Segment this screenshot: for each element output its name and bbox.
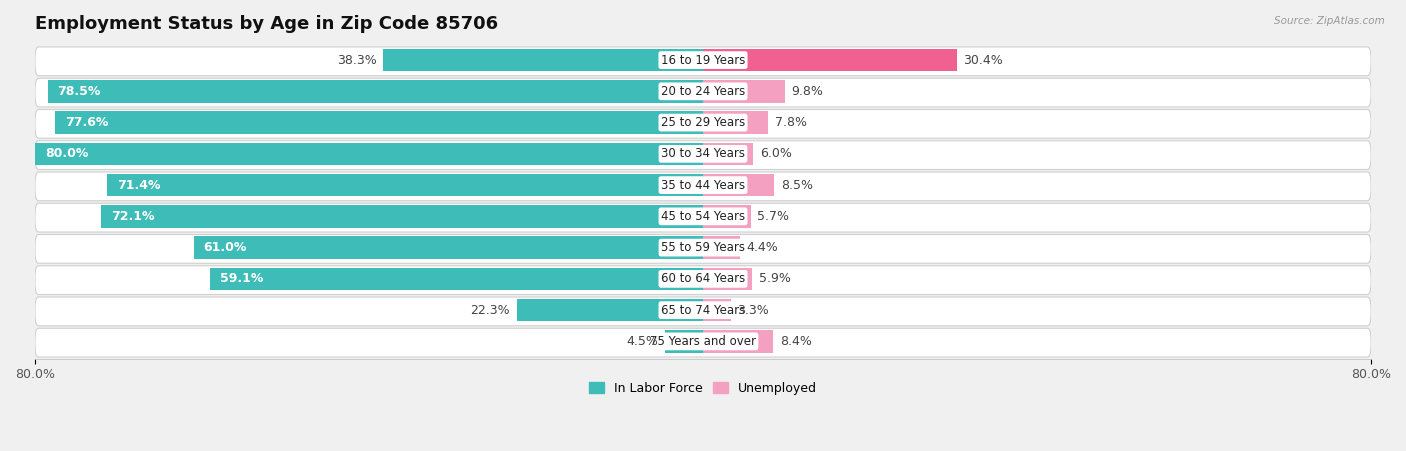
Bar [703,299,731,322]
Bar [703,267,752,290]
Text: 8.5%: 8.5% [780,179,813,192]
Text: 3.3%: 3.3% [737,304,769,317]
Text: 80.0%: 80.0% [45,147,89,161]
Text: 35 to 44 Years: 35 to 44 Years [661,179,745,192]
Text: 60 to 64 Years: 60 to 64 Years [661,272,745,285]
Text: Source: ZipAtlas.com: Source: ZipAtlas.com [1274,16,1385,26]
Bar [35,143,703,165]
Text: 71.4%: 71.4% [117,179,160,192]
FancyBboxPatch shape [35,110,1371,138]
Text: 59.1%: 59.1% [219,272,263,285]
Bar [517,299,703,322]
Text: 72.1%: 72.1% [111,210,155,223]
Legend: In Labor Force, Unemployed: In Labor Force, Unemployed [583,377,823,400]
Text: 5.7%: 5.7% [758,210,789,223]
Bar [703,49,957,71]
Bar [101,205,703,228]
Bar [665,330,703,353]
Bar [107,174,703,196]
Text: 38.3%: 38.3% [337,54,377,67]
Bar [703,111,768,134]
Bar [703,236,740,259]
Text: 5.9%: 5.9% [759,272,790,285]
Text: 4.5%: 4.5% [627,335,659,348]
FancyBboxPatch shape [35,172,1371,201]
Text: 65 to 74 Years: 65 to 74 Years [661,304,745,317]
Bar [703,174,773,196]
Text: 25 to 29 Years: 25 to 29 Years [661,116,745,129]
Bar [55,111,703,134]
Text: 8.4%: 8.4% [780,335,811,348]
Text: Employment Status by Age in Zip Code 85706: Employment Status by Age in Zip Code 857… [35,15,498,33]
Bar [703,330,773,353]
Bar [703,80,785,102]
FancyBboxPatch shape [35,78,1371,107]
Bar [384,49,703,71]
FancyBboxPatch shape [35,297,1371,326]
FancyBboxPatch shape [35,203,1371,232]
Text: 55 to 59 Years: 55 to 59 Years [661,241,745,254]
Text: 75 Years and over: 75 Years and over [650,335,756,348]
Bar [703,143,754,165]
FancyBboxPatch shape [35,266,1371,295]
Text: 78.5%: 78.5% [58,85,101,98]
Text: 20 to 24 Years: 20 to 24 Years [661,85,745,98]
FancyBboxPatch shape [35,328,1371,357]
Text: 7.8%: 7.8% [775,116,807,129]
Bar [703,205,751,228]
Text: 30 to 34 Years: 30 to 34 Years [661,147,745,161]
Text: 6.0%: 6.0% [759,147,792,161]
Bar [194,236,703,259]
FancyBboxPatch shape [35,141,1371,170]
Text: 45 to 54 Years: 45 to 54 Years [661,210,745,223]
Text: 61.0%: 61.0% [204,241,247,254]
Text: 30.4%: 30.4% [963,54,1004,67]
Text: 16 to 19 Years: 16 to 19 Years [661,54,745,67]
FancyBboxPatch shape [35,235,1371,263]
Text: 4.4%: 4.4% [747,241,778,254]
Bar [209,267,703,290]
Text: 22.3%: 22.3% [471,304,510,317]
Text: 77.6%: 77.6% [65,116,108,129]
Bar [48,80,703,102]
FancyBboxPatch shape [35,47,1371,76]
Text: 9.8%: 9.8% [792,85,824,98]
